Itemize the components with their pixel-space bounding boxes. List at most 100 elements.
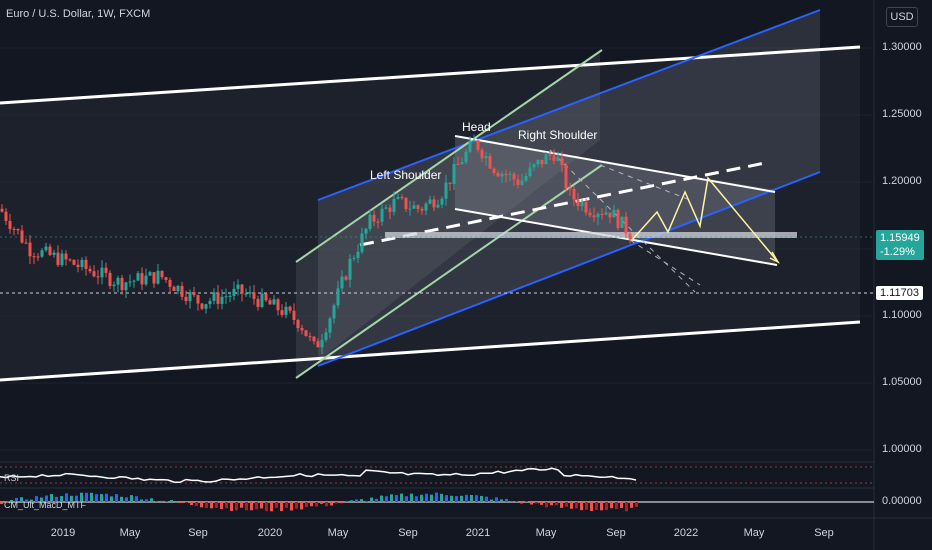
x-tick-label: 2020 — [257, 527, 283, 539]
macd-bar — [135, 496, 138, 502]
x-tick-label: Sep — [606, 527, 626, 539]
candle-body — [292, 310, 296, 321]
candle-body — [412, 205, 416, 209]
macd-bar — [195, 502, 198, 506]
candle-body — [136, 273, 140, 281]
macd-bar — [535, 502, 538, 504]
candle-body — [132, 280, 136, 282]
macd-bar — [230, 502, 233, 511]
macd-bar — [510, 501, 513, 502]
candle-body — [120, 277, 124, 291]
candle-body — [100, 267, 104, 278]
macd-bar — [530, 502, 533, 505]
x-tick-label: Sep — [398, 527, 418, 539]
macd-bar — [330, 502, 333, 506]
candle-body — [448, 182, 452, 185]
macd-bar — [625, 502, 628, 512]
dashed-projection — [599, 164, 691, 201]
macd-bar — [360, 499, 363, 502]
macd-bar — [550, 502, 553, 506]
candle-body — [4, 211, 8, 221]
macd-bar — [435, 492, 438, 502]
macd-bar — [560, 502, 563, 508]
x-tick-label: May — [327, 527, 349, 539]
candle-body — [172, 286, 176, 292]
macd-bar — [600, 502, 603, 511]
candle-body — [556, 157, 560, 161]
macd-bar — [55, 496, 58, 502]
macd-bar — [160, 500, 163, 502]
candle-body — [576, 199, 580, 207]
macd-bar — [305, 502, 308, 508]
candle-body — [612, 209, 616, 218]
dashed-projection — [629, 239, 701, 286]
candle-body — [224, 296, 228, 298]
candle-body — [248, 292, 252, 294]
macd-bar — [325, 502, 328, 507]
currency-button[interactable]: USD — [886, 7, 918, 27]
candle-body — [408, 208, 412, 210]
candle-body — [24, 242, 28, 244]
macd-bar — [370, 497, 373, 502]
macd-bar — [20, 497, 23, 502]
macd-bar — [60, 496, 63, 502]
candle-body — [464, 151, 468, 163]
x-tick-label: May — [535, 527, 557, 539]
candle-body — [328, 318, 332, 333]
macd-bar — [580, 502, 583, 511]
candle-body — [240, 284, 244, 294]
macd-bar — [185, 502, 188, 503]
candle-body — [128, 281, 132, 283]
candle-body — [336, 288, 340, 306]
annotation-label: Head — [462, 120, 491, 134]
candle-body — [252, 292, 256, 299]
macd-bar — [125, 497, 128, 502]
candle-body — [528, 167, 532, 177]
macd-bar — [35, 496, 38, 502]
candle-body — [64, 253, 68, 260]
macd-bar — [90, 492, 93, 502]
macd-bar — [5, 502, 8, 503]
candle-body — [200, 303, 204, 309]
macd-bar — [515, 501, 518, 502]
y-tick-label: 1.10000 — [882, 309, 922, 321]
macd-bar — [545, 502, 548, 508]
candle-body — [404, 197, 408, 210]
macd-bar — [180, 502, 183, 503]
macd-bar — [295, 502, 298, 509]
candle-body — [88, 268, 92, 272]
macd-bar — [130, 495, 133, 502]
macd-bar — [390, 494, 393, 502]
candle-body — [368, 214, 372, 229]
macd-bar — [85, 492, 88, 502]
candle-body — [384, 207, 388, 209]
candle-body — [436, 204, 440, 208]
candle-body — [460, 162, 464, 165]
macd-bar — [300, 502, 303, 510]
macd-bar — [45, 495, 48, 502]
candle-body — [276, 299, 280, 311]
macd-bar — [80, 492, 83, 502]
macd-bar — [285, 502, 288, 508]
macd-bar — [235, 502, 238, 511]
macd-bar — [385, 496, 388, 502]
candle-body — [512, 173, 516, 180]
macd-bar — [585, 502, 588, 510]
candle-body — [400, 197, 404, 199]
macd-bar — [115, 494, 118, 502]
rsi-line — [0, 467, 637, 484]
macd-bar — [225, 502, 228, 509]
candle-body — [540, 159, 544, 165]
macd-bar — [365, 500, 368, 502]
macd-bar — [70, 495, 73, 502]
annotation-label: Right Shoulder — [518, 128, 597, 142]
macd-bar — [95, 494, 98, 502]
candle-body — [476, 140, 480, 150]
candle-body — [148, 272, 152, 276]
macd-bar — [260, 502, 263, 509]
macd-bar — [575, 502, 578, 509]
candle-body — [32, 256, 36, 258]
x-tick-label: Sep — [188, 527, 208, 539]
candle-body — [504, 173, 508, 176]
